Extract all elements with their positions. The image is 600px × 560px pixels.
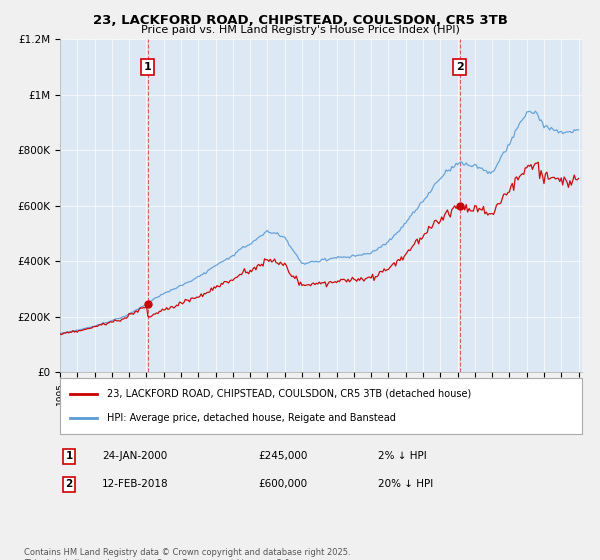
Text: 20% ↓ HPI: 20% ↓ HPI — [378, 479, 433, 489]
Text: 2: 2 — [456, 62, 463, 72]
Text: 1: 1 — [144, 62, 152, 72]
Text: £600,000: £600,000 — [258, 479, 307, 489]
Text: 23, LACKFORD ROAD, CHIPSTEAD, COULSDON, CR5 3TB (detached house): 23, LACKFORD ROAD, CHIPSTEAD, COULSDON, … — [107, 389, 471, 399]
Text: 24-JAN-2000: 24-JAN-2000 — [102, 451, 167, 461]
FancyBboxPatch shape — [60, 378, 582, 434]
Text: This data is licensed under the Open Government Licence v3.0.: This data is licensed under the Open Gov… — [24, 559, 292, 560]
Text: HPI: Average price, detached house, Reigate and Banstead: HPI: Average price, detached house, Reig… — [107, 413, 396, 423]
Text: 12-FEB-2018: 12-FEB-2018 — [102, 479, 169, 489]
Text: Contains HM Land Registry data © Crown copyright and database right 2025.: Contains HM Land Registry data © Crown c… — [24, 548, 350, 557]
Text: £245,000: £245,000 — [258, 451, 307, 461]
Text: 2% ↓ HPI: 2% ↓ HPI — [378, 451, 427, 461]
Text: 23, LACKFORD ROAD, CHIPSTEAD, COULSDON, CR5 3TB: 23, LACKFORD ROAD, CHIPSTEAD, COULSDON, … — [92, 14, 508, 27]
Text: 2: 2 — [65, 479, 73, 489]
Text: 1: 1 — [65, 451, 73, 461]
Text: Price paid vs. HM Land Registry's House Price Index (HPI): Price paid vs. HM Land Registry's House … — [140, 25, 460, 35]
